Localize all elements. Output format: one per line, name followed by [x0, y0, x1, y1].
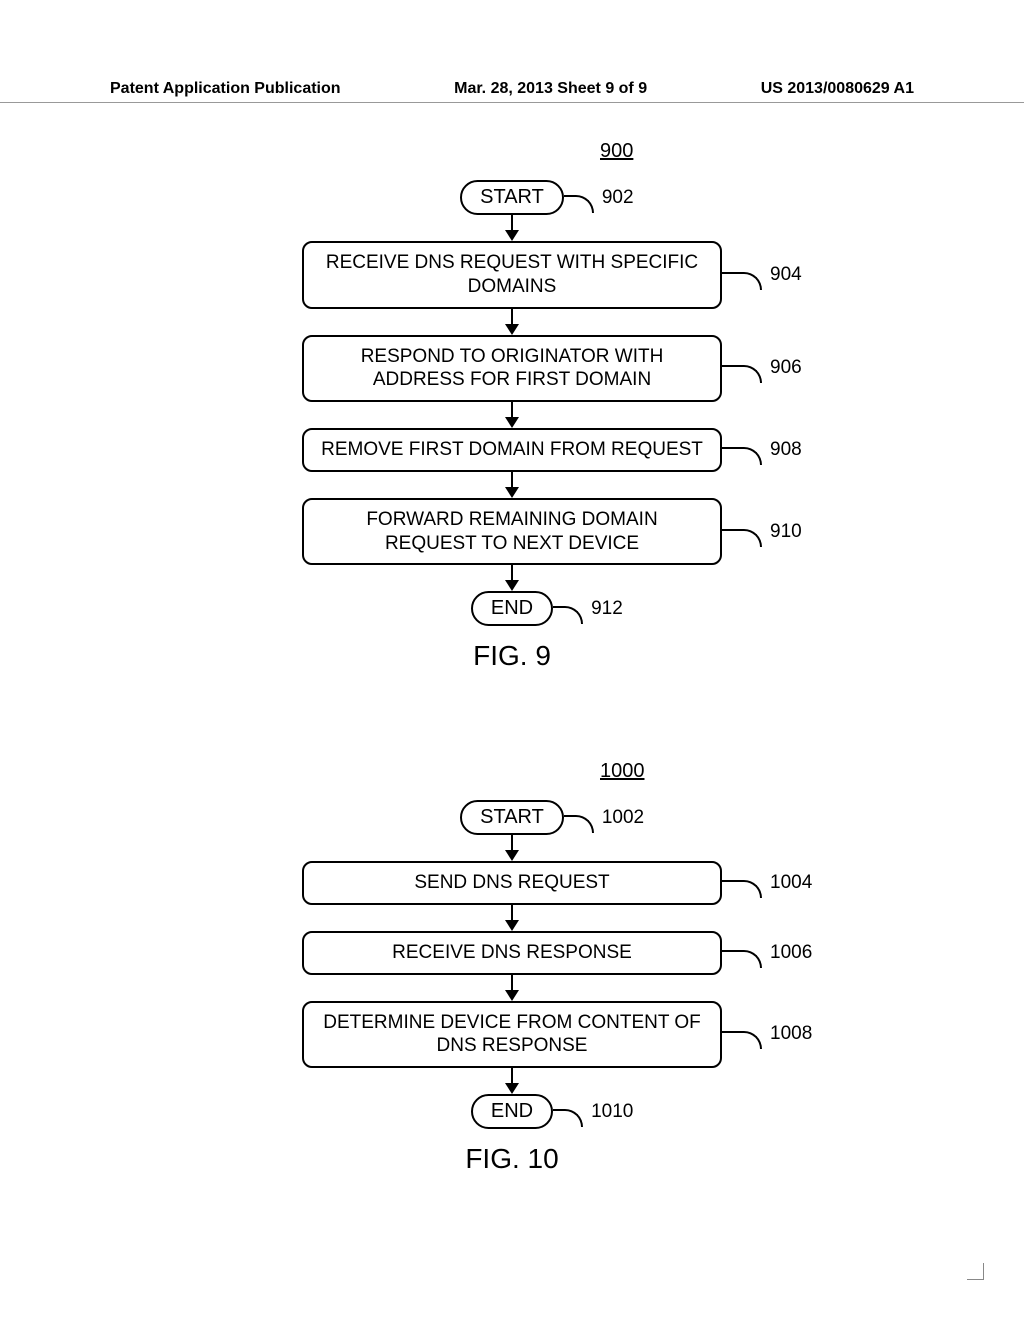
process-box: RECEIVE DNS RESPONSE — [302, 931, 722, 975]
ref-label: 908 — [722, 439, 802, 461]
corner-mark-icon — [967, 1263, 984, 1280]
arrow-wrap — [302, 309, 722, 335]
header-rule — [0, 102, 1024, 103]
ref-label: 906 — [722, 357, 802, 379]
fig9-step-1: RESPOND TO ORIGINATOR WITH ADDRESS FOR F… — [302, 335, 722, 403]
ref-label: 1008 — [722, 1023, 812, 1045]
page-header: Patent Application Publication Mar. 28, … — [110, 80, 914, 98]
ref-text: 1002 — [602, 807, 644, 829]
flowchart-fig9: START 902 RECEIVE DNS REQUEST WITH SPECI… — [302, 180, 722, 672]
fig9-number: 900 — [600, 140, 633, 163]
fig9-step-3: FORWARD REMAINING DOMAIN REQUEST TO NEXT… — [302, 498, 722, 566]
flowchart-fig10: START 1002 SEND DNS REQUEST 1004 RECEIVE… — [302, 800, 722, 1175]
ref-label: 1006 — [722, 942, 812, 964]
arrow-down-icon — [511, 565, 514, 583]
ref-curve-icon — [553, 606, 583, 624]
fig10-end-wrap: END 1010 — [471, 1094, 553, 1129]
arrow-down-icon — [511, 905, 514, 923]
ref-label: 1010 — [553, 1101, 633, 1123]
arrow-wrap — [302, 905, 722, 931]
ref-text: 906 — [770, 357, 802, 379]
ref-curve-icon — [722, 880, 762, 898]
ref-curve-icon — [722, 272, 762, 290]
fig10-caption: FIG. 10 — [302, 1143, 722, 1175]
arrow-wrap — [302, 402, 722, 428]
arrow-down-icon — [511, 835, 514, 853]
ref-curve-icon — [564, 815, 594, 833]
ref-curve-icon — [722, 950, 762, 968]
fig9-step-2: REMOVE FIRST DOMAIN FROM REQUEST 908 — [302, 428, 722, 472]
fig9-start-wrap: START 902 — [460, 180, 564, 215]
ref-curve-icon — [722, 447, 762, 465]
arrow-wrap — [302, 835, 722, 861]
arrow-down-icon — [511, 1068, 514, 1086]
ref-text: 908 — [770, 439, 802, 461]
fig10-step-2: DETERMINE DEVICE FROM CONTENT OF DNS RES… — [302, 1001, 722, 1069]
fig10-start-wrap: START 1002 — [460, 800, 564, 835]
arrow-wrap — [302, 1068, 722, 1094]
process-box: RECEIVE DNS REQUEST WITH SPECIFIC DOMAIN… — [302, 241, 722, 309]
end-terminator: END — [471, 1094, 553, 1129]
fig10-number: 1000 — [600, 760, 645, 783]
ref-curve-icon — [722, 529, 762, 547]
ref-label: 902 — [564, 187, 634, 209]
process-box: REMOVE FIRST DOMAIN FROM REQUEST — [302, 428, 722, 472]
ref-curve-icon — [722, 365, 762, 383]
ref-text: 912 — [591, 598, 623, 620]
ref-text: 902 — [602, 187, 634, 209]
ref-curve-icon — [564, 195, 594, 213]
arrow-wrap — [302, 215, 722, 241]
arrow-down-icon — [511, 215, 514, 233]
process-box: SEND DNS REQUEST — [302, 861, 722, 905]
fig9-step-0: RECEIVE DNS REQUEST WITH SPECIFIC DOMAIN… — [302, 241, 722, 309]
fig10-step-1: RECEIVE DNS RESPONSE 1006 — [302, 931, 722, 975]
header-right: US 2013/0080629 A1 — [761, 80, 914, 98]
fig10-step-0: SEND DNS REQUEST 1004 — [302, 861, 722, 905]
arrow-wrap — [302, 565, 722, 591]
process-box: RESPOND TO ORIGINATOR WITH ADDRESS FOR F… — [302, 335, 722, 403]
start-terminator: START — [460, 800, 564, 835]
header-left: Patent Application Publication — [110, 80, 341, 98]
ref-text: 1008 — [770, 1023, 812, 1045]
ref-curve-icon — [722, 1031, 762, 1049]
ref-label: 904 — [722, 264, 802, 286]
ref-text: 1010 — [591, 1101, 633, 1123]
ref-label: 910 — [722, 521, 802, 543]
end-terminator: END — [471, 591, 553, 626]
fig9-end-wrap: END 912 — [471, 591, 553, 626]
start-terminator: START — [460, 180, 564, 215]
process-box: DETERMINE DEVICE FROM CONTENT OF DNS RES… — [302, 1001, 722, 1069]
ref-text: 1006 — [770, 942, 812, 964]
ref-text: 1004 — [770, 872, 812, 894]
arrow-down-icon — [511, 309, 514, 327]
fig9-caption: FIG. 9 — [302, 640, 722, 672]
arrow-down-icon — [511, 402, 514, 420]
process-box: FORWARD REMAINING DOMAIN REQUEST TO NEXT… — [302, 498, 722, 566]
ref-label: 1002 — [564, 807, 644, 829]
arrow-wrap — [302, 975, 722, 1001]
ref-label: 912 — [553, 598, 623, 620]
ref-label: 1004 — [722, 872, 812, 894]
arrow-wrap — [302, 472, 722, 498]
ref-text: 910 — [770, 521, 802, 543]
ref-curve-icon — [553, 1109, 583, 1127]
arrow-down-icon — [511, 975, 514, 993]
ref-text: 904 — [770, 264, 802, 286]
arrow-down-icon — [511, 472, 514, 490]
header-center: Mar. 28, 2013 Sheet 9 of 9 — [454, 80, 647, 98]
